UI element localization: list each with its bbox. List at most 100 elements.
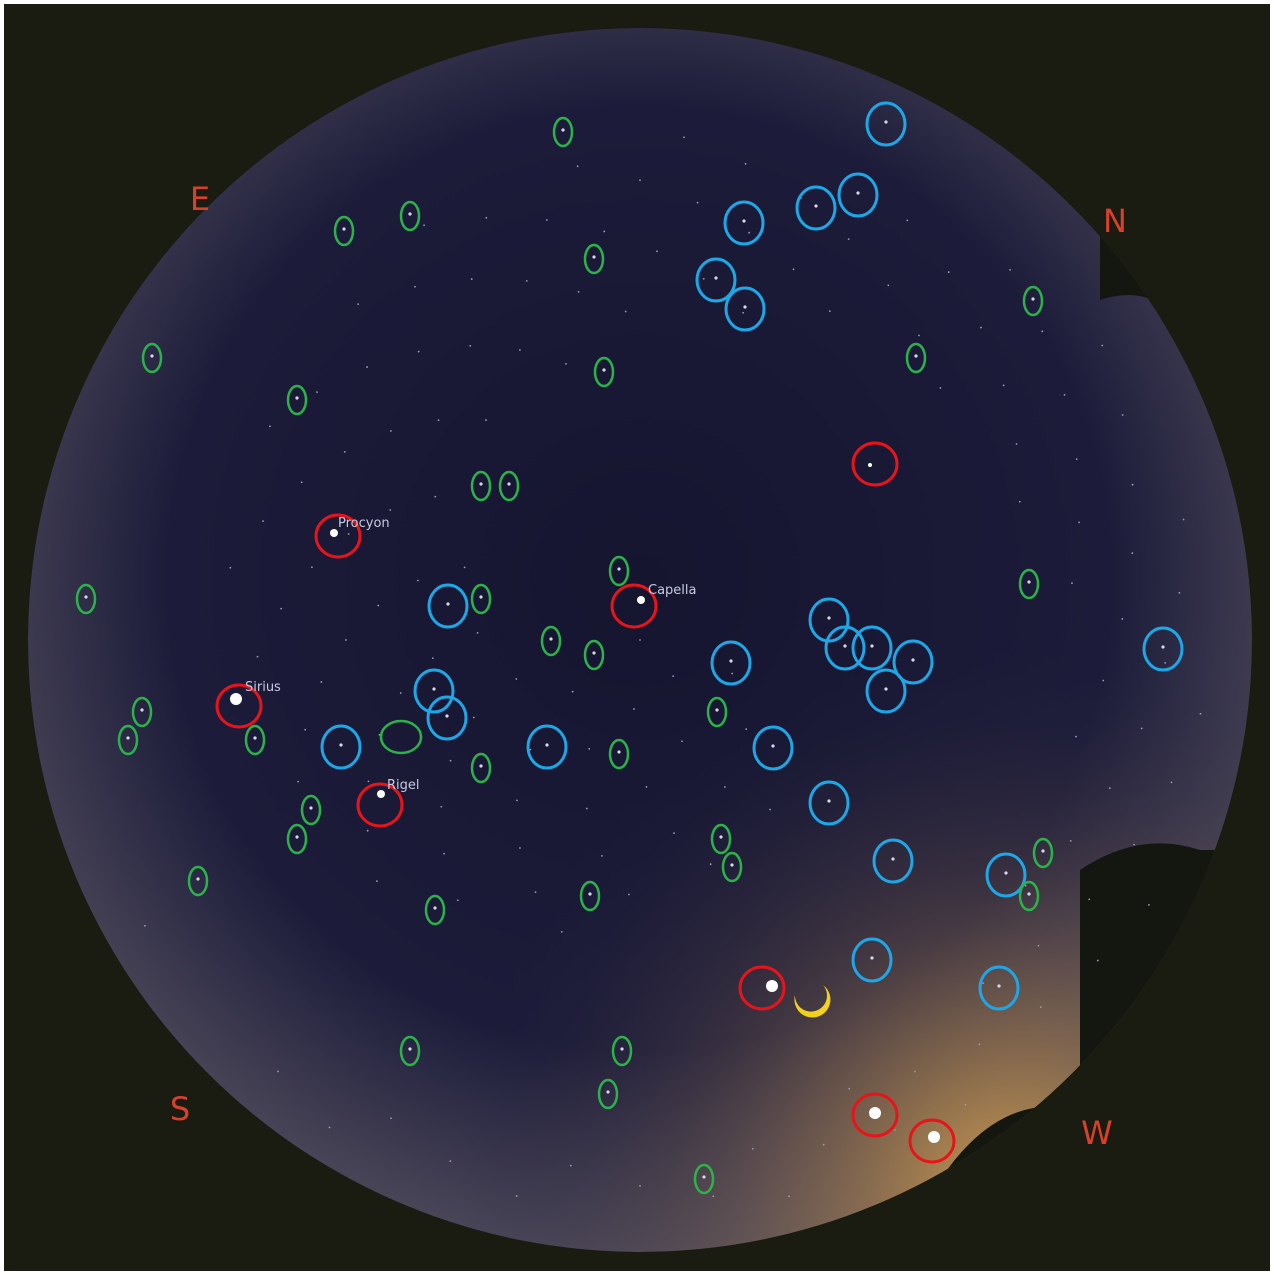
blue-circle [320,724,362,770]
faint-star [256,655,259,658]
blue-circle [872,838,914,884]
bright-star [330,529,338,537]
green-circle [117,724,139,756]
star [843,644,847,648]
faint-star [577,290,580,293]
faint-star [304,728,307,731]
faint-star [588,747,591,750]
blue-circle [1142,626,1184,672]
red-circle [610,583,658,629]
star [602,368,606,372]
faint-star [1015,443,1018,445]
faint-star [367,780,370,783]
star [433,906,437,910]
faint-star [1102,679,1105,682]
star [891,857,895,861]
blue-circle [978,965,1020,1011]
star [1031,297,1035,301]
star [592,255,596,259]
star [295,396,299,400]
star [339,743,343,747]
blue-circle [752,725,794,771]
faint-star [645,786,648,788]
compass-east: E [190,180,210,218]
faint-star [1131,483,1134,486]
red-circle [851,1092,899,1138]
faint-star [696,201,699,204]
faint-star [1069,839,1072,842]
star [432,687,436,691]
faint-star [627,893,630,896]
green-circle [399,1035,421,1067]
red-circle [215,683,263,729]
star [729,659,733,663]
star [479,595,483,599]
faint-star [518,349,521,351]
star [545,743,549,747]
blue-circle [837,172,879,218]
green-circle [583,639,605,671]
star [196,877,200,881]
faint-star [914,1070,916,1073]
faint-star [1131,552,1134,555]
faint-star [269,425,271,428]
star [126,736,130,740]
compass-west: W [1081,1114,1113,1152]
faint-star [918,334,920,337]
blue-circle [865,101,907,147]
faint-star [569,1164,572,1167]
green-circle [583,243,605,275]
green-circle [286,384,308,416]
faint-star [414,285,416,288]
faint-star [939,387,942,389]
star [1027,892,1031,896]
green-circle [608,555,630,587]
star [140,708,144,712]
faint-star [672,675,675,678]
faint-star [1121,414,1124,416]
star [617,750,621,754]
green-circle [424,894,446,926]
blue-circle [851,625,893,671]
faint-star [472,716,475,719]
faint-star [515,678,518,680]
green-circle [1018,880,1040,912]
faint-star [366,829,369,832]
faint-star [673,832,675,834]
faint-star [848,1087,851,1090]
faint-star [311,566,313,569]
faint-star [571,690,574,693]
faint-star [1009,269,1011,271]
faint-star [656,250,658,253]
faint-star [529,748,532,751]
faint-star [1121,618,1124,620]
faint-star [1041,330,1044,333]
star [588,892,592,896]
star [743,305,747,309]
bright-star [869,1107,881,1119]
star [911,658,915,662]
faint-star [1178,591,1181,594]
faint-star [343,451,346,453]
blue-circle [710,640,752,686]
blue-circle [865,668,907,714]
blue-circle [413,668,455,714]
green-circle [1022,285,1044,317]
star [620,1047,624,1051]
faint-star [485,216,488,219]
green-circle [470,752,492,784]
star [507,482,511,486]
faint-star [1108,787,1111,790]
moon [794,985,831,1018]
faint-star [366,366,368,368]
faint-star [516,799,518,802]
faint-star [300,481,303,484]
faint-star [978,1043,981,1046]
star [1027,580,1031,584]
star [702,1175,706,1179]
faint-star [449,1160,452,1163]
faint-star [525,280,528,282]
faint-star [681,740,683,743]
faint-star [515,1195,518,1197]
compass-south: S [170,1090,190,1128]
